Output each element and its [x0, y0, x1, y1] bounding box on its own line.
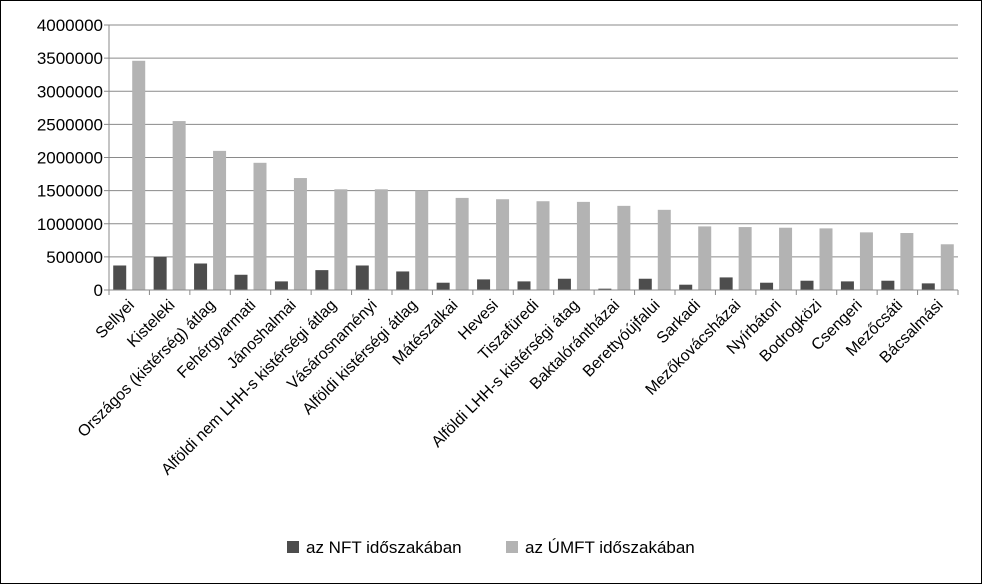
bar-nft [557, 278, 571, 290]
bar-nft [800, 280, 814, 290]
bar-umft [132, 60, 146, 291]
y-tick-label: 4000000 [37, 16, 103, 35]
bar-umft [536, 201, 550, 290]
bar-nft [355, 265, 369, 290]
bar-nft [274, 281, 288, 290]
bar-nft [153, 256, 167, 290]
bar-umft [455, 197, 469, 290]
y-tick-label: 1000000 [37, 215, 103, 234]
legend-label: az ÚMFT időszakában [525, 538, 695, 557]
bar-nft [881, 280, 895, 290]
bar-umft [293, 178, 307, 290]
bar-umft [374, 189, 388, 290]
legend-label: az NFT időszakában [306, 538, 462, 557]
y-axis-ticks: 0 500000 1000000 1500000 2000000 2500000 30000… [37, 16, 103, 300]
y-tick-label: 1500000 [37, 182, 103, 201]
bar-umft [900, 233, 914, 290]
bar-umft [819, 228, 833, 290]
bar-nft [477, 279, 491, 290]
legend-swatch [287, 541, 299, 553]
bar-nft [234, 274, 248, 290]
bar-nft [840, 281, 854, 290]
bar-umft [657, 209, 671, 290]
bar-umft [415, 190, 429, 290]
bar-nft [760, 282, 774, 290]
bar-umft [940, 244, 954, 290]
bar-umft [617, 205, 631, 290]
y-tick-label: 2000000 [37, 149, 103, 168]
legend: az NFT időszakában az ÚMFT időszakában [287, 538, 695, 557]
y-tick-label: 0 [94, 281, 103, 300]
bar-nft [679, 284, 693, 290]
bar-umft [334, 189, 348, 290]
bar-umft [698, 226, 712, 290]
y-tick-label: 2500000 [37, 115, 103, 134]
bar-umft [496, 199, 510, 290]
bar-umft [859, 232, 873, 290]
bar-umft [253, 162, 267, 290]
bar-nft [517, 281, 531, 290]
bar-nft [638, 278, 652, 290]
y-tick-label: 500000 [46, 248, 103, 267]
bar-nft [921, 283, 935, 290]
legend-swatch [506, 541, 518, 553]
gridlines [109, 24, 958, 258]
bar-nft [396, 271, 410, 290]
bar-nft [315, 270, 329, 290]
bar-nft [598, 288, 612, 290]
bars [113, 60, 954, 291]
y-tick-label: 3500000 [37, 49, 103, 68]
axes [104, 24, 959, 295]
bar-nft [719, 277, 733, 290]
bar-nft [194, 263, 208, 290]
bar-umft [576, 201, 590, 290]
y-tick-label: 3000000 [37, 82, 103, 101]
bar-umft [172, 121, 186, 290]
bar-nft [113, 265, 127, 290]
x-tick-label: Alföldi LHH-s kistérségi átag [429, 297, 583, 451]
bar-umft [738, 227, 752, 290]
bar-umft [213, 150, 227, 290]
bar-umft [779, 227, 793, 290]
bar-nft [436, 282, 450, 290]
